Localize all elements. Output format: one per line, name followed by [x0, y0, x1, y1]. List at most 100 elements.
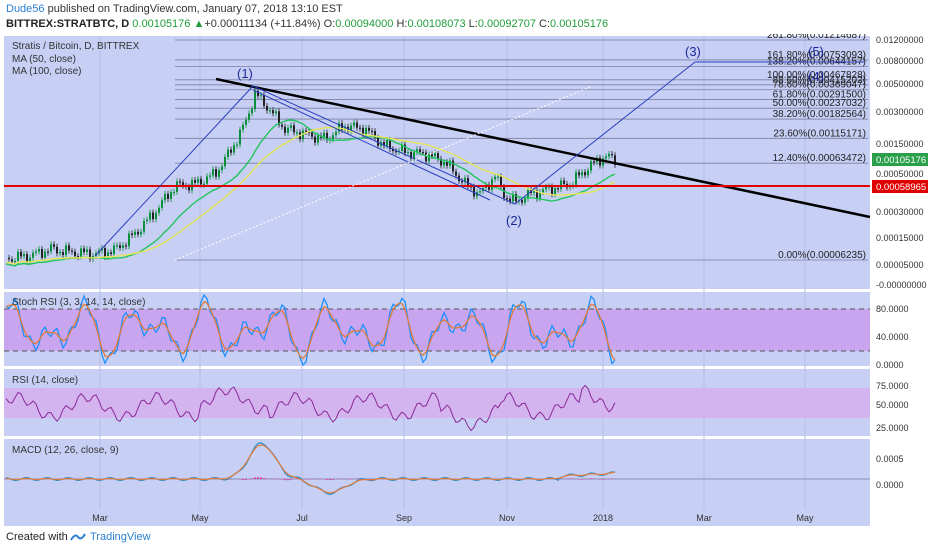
candle-body [473, 186, 475, 197]
symbol-name: BITTREX:STRATBTC, D [6, 18, 130, 30]
wave-label-3: (3) [685, 44, 701, 59]
candle-body [68, 245, 70, 251]
candle-body [332, 135, 334, 140]
price-axis-tick: 0.00015000 [876, 233, 924, 243]
macd-title: MACD (12, 26, close, 9) [12, 445, 119, 456]
candle-body [302, 130, 304, 140]
price-axis-tick: -0.00000000 [876, 280, 927, 290]
price-panel[interactable] [4, 36, 870, 289]
candle-body [326, 132, 328, 140]
ma50-legend: MA (50, close) [12, 54, 76, 65]
candle-body [491, 179, 493, 190]
macd-histogram-bar [260, 477, 262, 479]
fib-level-label: 88.60%(0.00415202) [773, 75, 866, 86]
macd-histogram-bar [317, 478, 319, 479]
candle-body [506, 198, 508, 200]
candle-body [437, 153, 439, 159]
candle-body [383, 141, 385, 146]
candle-body [134, 231, 136, 236]
macd-histogram-bar [308, 479, 310, 480]
fib-level-label: 78.60%(0.00369047) [773, 80, 866, 91]
candle-body [107, 252, 109, 258]
rsi-line [5, 384, 616, 432]
stoch-k-line [5, 293, 616, 367]
candle-body [77, 256, 79, 258]
candle-body [230, 149, 232, 153]
candle-body [104, 247, 106, 258]
time-axis-tick: Jul [296, 513, 308, 523]
candle-body [227, 149, 229, 157]
candle-body [128, 233, 130, 247]
time-axis-tick: Nov [499, 513, 516, 523]
macd-histogram-bar [332, 479, 334, 480]
candle-body [503, 186, 505, 199]
price-axis-tick: 0.01200000 [876, 35, 924, 45]
price-axis-tick: 0.00500000 [876, 79, 924, 89]
candle-body [83, 248, 85, 253]
candle-body [254, 90, 256, 110]
macd-histogram-bar [326, 479, 328, 480]
candle-body [521, 200, 523, 203]
candle-body [164, 193, 166, 201]
candle-body [368, 127, 370, 131]
fib-level-label: 261.80%(0.01214687) [767, 34, 866, 41]
trendline[interactable] [215, 77, 871, 219]
candle-body [248, 113, 250, 120]
candle-body [212, 169, 214, 176]
last-price-tag [872, 153, 928, 166]
wave-label-1: (1) [237, 66, 253, 81]
wave-line [252, 89, 491, 201]
fib-level-label: 0.00%(0.00006235) [778, 250, 866, 261]
macd-histogram-bar [263, 477, 265, 479]
candle-body [113, 245, 115, 255]
candle-body [116, 245, 118, 247]
candle-body [341, 123, 343, 131]
price-axis-tick: 0.00005000 [876, 260, 924, 270]
candle-body [560, 180, 562, 190]
close-label: C: [539, 18, 551, 30]
candle-body [509, 198, 511, 202]
candle-body [587, 170, 589, 176]
candle-body [425, 152, 427, 162]
candle-body [197, 178, 199, 183]
tradingview-logo-icon [70, 533, 86, 541]
last-price: 0.00105176 [132, 18, 191, 30]
candle-body [464, 177, 466, 183]
candle-body [353, 122, 355, 126]
fib-level-label: 100.00%(0.00467828) [767, 70, 866, 81]
candle-body [356, 122, 358, 128]
candle-body [287, 127, 289, 133]
author-link[interactable]: Dude56 [6, 3, 45, 15]
candle-body [53, 244, 55, 247]
candle-body [170, 192, 172, 199]
candle-body [173, 191, 175, 194]
wave-lines[interactable] [94, 61, 865, 257]
candle-body [515, 194, 517, 202]
support-price-tag [872, 180, 928, 193]
stoch-axis-tick: 40.0000 [876, 332, 909, 342]
stoch-d-line [5, 300, 616, 361]
trading-chart[interactable]: 261.80%(0.01214687)161.80%(0.00753093)13… [0, 34, 932, 526]
macd-panel[interactable] [4, 439, 870, 509]
candle-body [143, 221, 145, 232]
low-label: L: [468, 18, 478, 30]
candle-body [272, 110, 274, 114]
fib-level-label: 23.60%(0.00115171) [773, 128, 866, 139]
macd-histogram-bar [590, 478, 592, 479]
candle-body [86, 249, 88, 253]
channel-line[interactable] [174, 86, 591, 261]
high-label: H: [396, 18, 408, 30]
fib-level-label: 50.00%(0.00237032) [773, 98, 866, 109]
candle-body [431, 154, 433, 157]
tradingview-brand[interactable]: TradingView [90, 531, 151, 543]
candle-body [575, 172, 577, 185]
candle-body [554, 188, 556, 195]
candle-body [101, 247, 103, 251]
fib-level-label: 12.40%(0.00063472) [773, 153, 866, 164]
candle-body [446, 162, 448, 166]
price-axis[interactable]: 0.01200000 0.00800000 0.00500000 0.00300000… [876, 35, 927, 490]
candle-body [524, 198, 526, 203]
macd-histogram-bar [593, 478, 595, 479]
time-axis[interactable] [4, 509, 870, 526]
wave-line [94, 85, 254, 257]
